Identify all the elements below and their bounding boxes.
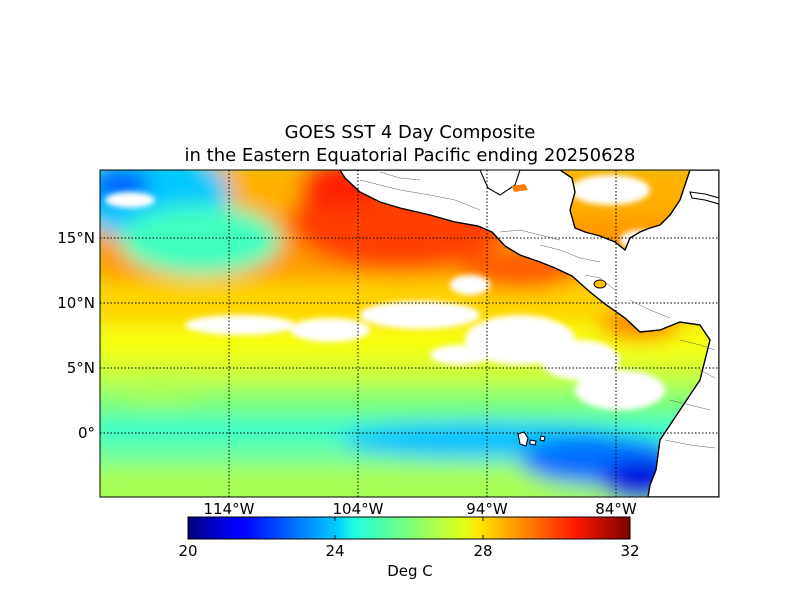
country-borders <box>359 171 716 449</box>
lat-label-10n: 10°N <box>57 294 95 312</box>
lat-label-15n: 15°N <box>57 229 95 247</box>
colorbar-label: Deg C <box>387 562 433 580</box>
lat-label-5n: 5°N <box>66 359 95 377</box>
lon-label-84w: 84°W <box>595 500 637 518</box>
chart-title-line1: GOES SST 4 Day Composite <box>284 122 536 143</box>
colorbar-tick-20: 20 <box>178 542 198 560</box>
chart-title-line2: in the Eastern Equatorial Pacific ending… <box>184 145 636 166</box>
colorbar-tick-28: 28 <box>473 542 493 560</box>
lon-label-104w: 104°W <box>332 500 384 518</box>
colorbar-tick-24: 24 <box>325 542 345 560</box>
lon-label-94w: 94°W <box>466 500 508 518</box>
lat-label-0: 0° <box>77 424 95 442</box>
gridlines <box>100 170 719 497</box>
lon-label-114w: 114°W <box>203 500 255 518</box>
land-mass <box>339 170 719 497</box>
map-frame <box>99 169 720 498</box>
colorbar <box>187 516 631 540</box>
colorbar-tick-32: 32 <box>620 542 640 560</box>
sst-field <box>100 170 719 497</box>
